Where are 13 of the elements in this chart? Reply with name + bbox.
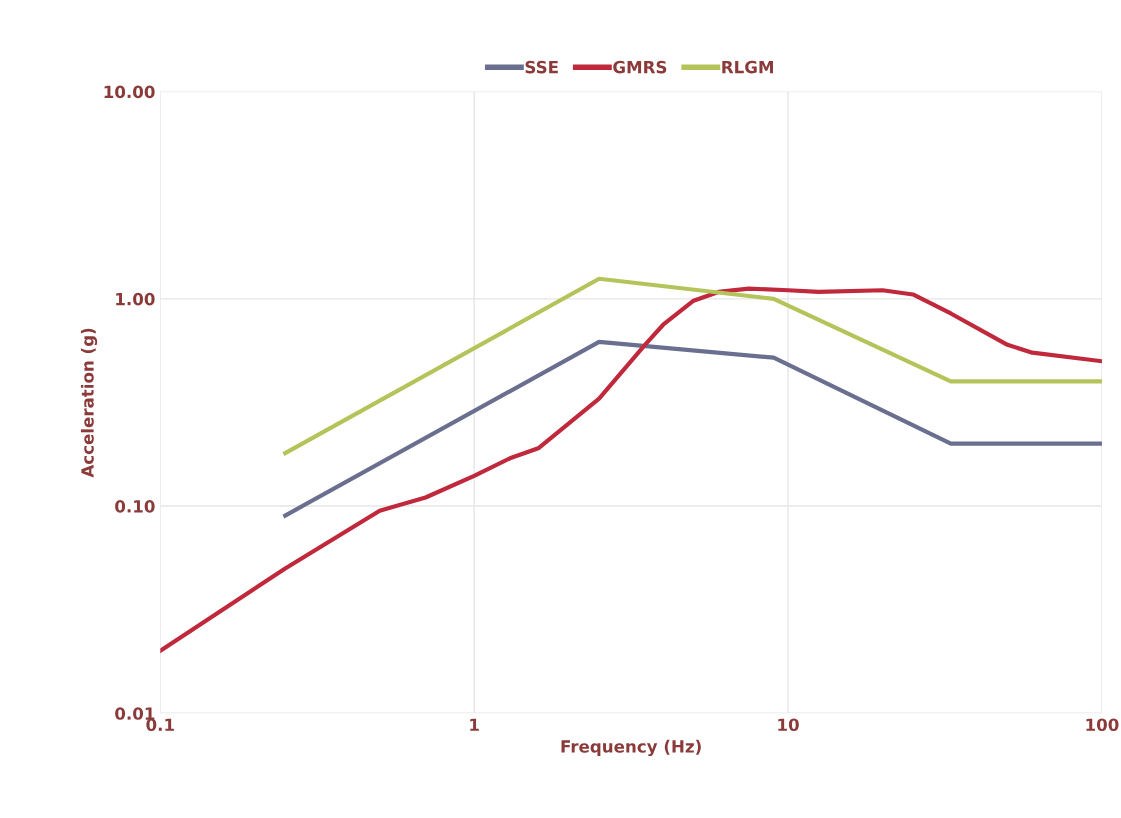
y-axis-title: Acceleration (g) bbox=[80, 328, 98, 478]
x-tick-label: 0.1 bbox=[146, 718, 174, 732]
y-tick-label: 10.00 bbox=[104, 85, 155, 99]
legend-label: GMRS bbox=[613, 60, 667, 74]
x-axis-title: Frequency (Hz) bbox=[561, 739, 701, 757]
y-tick-label: 0.01 bbox=[115, 707, 155, 720]
x-tick-label: 100 bbox=[1086, 718, 1119, 732]
legend-label: RLGM bbox=[722, 60, 773, 74]
x-tick-label: 10 bbox=[778, 718, 799, 732]
legend-label: SSE bbox=[525, 60, 558, 74]
x-tick-label: 1 bbox=[470, 718, 479, 731]
y-tick-label: 1.00 bbox=[116, 292, 155, 306]
y-tick-label: 0.10 bbox=[115, 500, 155, 513]
